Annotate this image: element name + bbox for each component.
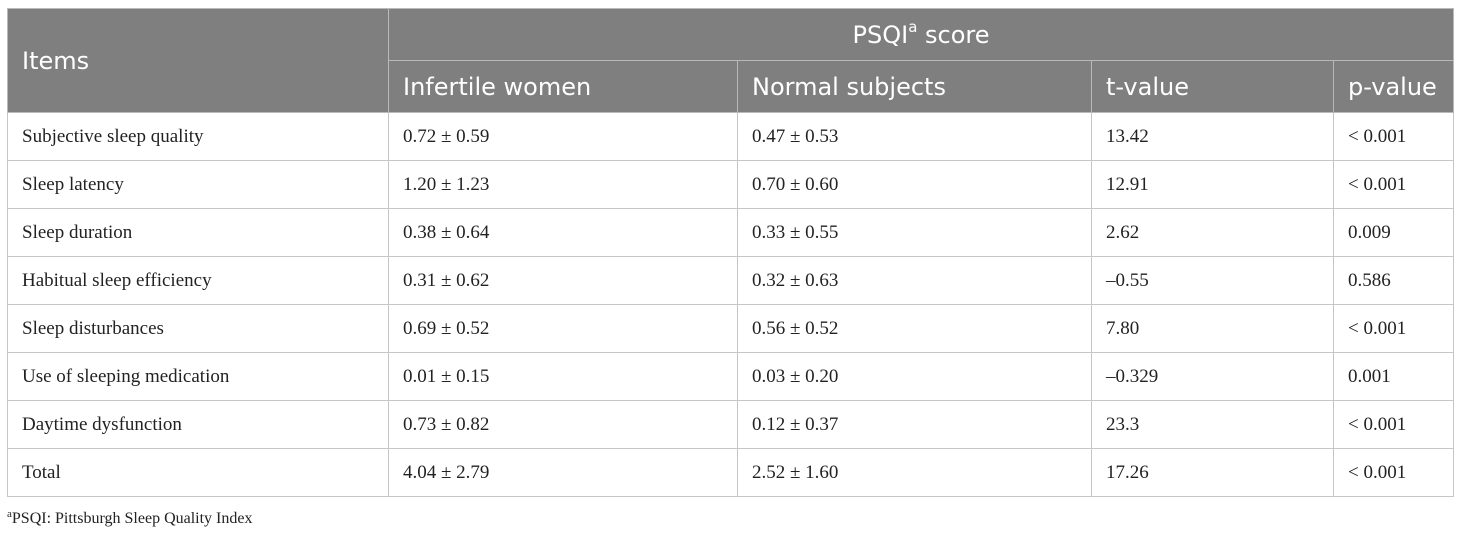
table-row: Subjective sleep quality 0.72 ± 0.59 0.4… — [7, 112, 1455, 161]
cell-t-value: 17.26 — [1091, 448, 1334, 497]
header-group-label: PSQI — [852, 20, 909, 49]
table-row: Sleep disturbances 0.69 ± 0.52 0.56 ± 0.… — [7, 304, 1455, 353]
cell-item: Daytime dysfunction — [7, 400, 389, 449]
cell-t-value: 2.62 — [1091, 208, 1334, 257]
cell-infertile: 0.01 ± 0.15 — [388, 352, 738, 401]
header-normal-subjects: Normal subjects — [737, 60, 1092, 113]
cell-normal: 0.47 ± 0.53 — [737, 112, 1092, 161]
cell-item: Sleep latency — [7, 160, 389, 209]
cell-normal: 0.12 ± 0.37 — [737, 400, 1092, 449]
footnote-sup: a — [7, 508, 12, 520]
header-items: Items — [7, 8, 389, 113]
header-p-value: p-value — [1332, 60, 1455, 113]
cell-p-value: < 0.001 — [1332, 448, 1455, 497]
cell-t-value: 7.80 — [1091, 304, 1334, 353]
cell-t-value: 23.3 — [1091, 400, 1334, 449]
table-row: Use of sleeping medication 0.01 ± 0.15 0… — [7, 352, 1455, 401]
cell-t-value: 13.42 — [1091, 112, 1334, 161]
cell-t-value: 12.91 — [1091, 160, 1334, 209]
table-row: Sleep latency 1.20 ± 1.23 0.70 ± 0.60 12… — [7, 160, 1455, 209]
cell-p-value: 0.009 — [1332, 208, 1455, 257]
table-row: Daytime dysfunction 0.73 ± 0.82 0.12 ± 0… — [7, 400, 1455, 449]
table-row: Total 4.04 ± 2.79 2.52 ± 1.60 17.26 < 0.… — [7, 448, 1455, 497]
table-footnote: aPSQI: Pittsburgh Sleep Quality Index — [7, 508, 253, 528]
cell-p-value: < 0.001 — [1332, 160, 1455, 209]
cell-item: Sleep disturbances — [7, 304, 389, 353]
table-row: Habitual sleep efficiency 0.31 ± 0.62 0.… — [7, 256, 1455, 305]
cell-t-value: –0.55 — [1091, 256, 1334, 305]
cell-item: Use of sleeping medication — [7, 352, 389, 401]
cell-normal: 0.03 ± 0.20 — [737, 352, 1092, 401]
cell-p-value: < 0.001 — [1332, 112, 1455, 161]
cell-normal: 0.32 ± 0.63 — [737, 256, 1092, 305]
cell-p-value: 0.001 — [1332, 352, 1455, 401]
cell-infertile: 4.04 ± 2.79 — [388, 448, 738, 497]
cell-infertile: 0.31 ± 0.62 — [388, 256, 738, 305]
cell-infertile: 0.38 ± 0.64 — [388, 208, 738, 257]
cell-item: Subjective sleep quality — [7, 112, 389, 161]
cell-normal: 2.52 ± 1.60 — [737, 448, 1092, 497]
cell-infertile: 0.69 ± 0.52 — [388, 304, 738, 353]
header-infertile-women: Infertile women — [388, 60, 738, 113]
cell-infertile: 0.73 ± 0.82 — [388, 400, 738, 449]
cell-item: Habitual sleep efficiency — [7, 256, 389, 305]
table-container: Items PSQIa score Infertile women Normal… — [7, 8, 1455, 497]
cell-normal: 0.70 ± 0.60 — [737, 160, 1092, 209]
cell-item: Sleep duration — [7, 208, 389, 257]
cell-infertile: 0.72 ± 0.59 — [388, 112, 738, 161]
table-row: Sleep duration 0.38 ± 0.64 0.33 ± 0.55 2… — [7, 208, 1455, 257]
header-group-sup: a — [908, 17, 918, 36]
cell-p-value: < 0.001 — [1332, 400, 1455, 449]
header-t-value: t-value — [1091, 60, 1334, 113]
footnote-text: PSQI: Pittsburgh Sleep Quality Index — [11, 510, 253, 527]
psqi-table: Items PSQIa score Infertile women Normal… — [7, 8, 1455, 497]
cell-t-value: –0.329 — [1091, 352, 1334, 401]
cell-p-value: < 0.001 — [1332, 304, 1455, 353]
cell-p-value: 0.586 — [1332, 256, 1455, 305]
cell-normal: 0.56 ± 0.52 — [737, 304, 1092, 353]
cell-normal: 0.33 ± 0.55 — [737, 208, 1092, 257]
header-group-suffix: score — [917, 20, 990, 49]
header-group-psqi-score: PSQIa score — [387, 8, 1455, 61]
cell-infertile: 1.20 ± 1.23 — [388, 160, 738, 209]
cell-item: Total — [7, 448, 389, 497]
